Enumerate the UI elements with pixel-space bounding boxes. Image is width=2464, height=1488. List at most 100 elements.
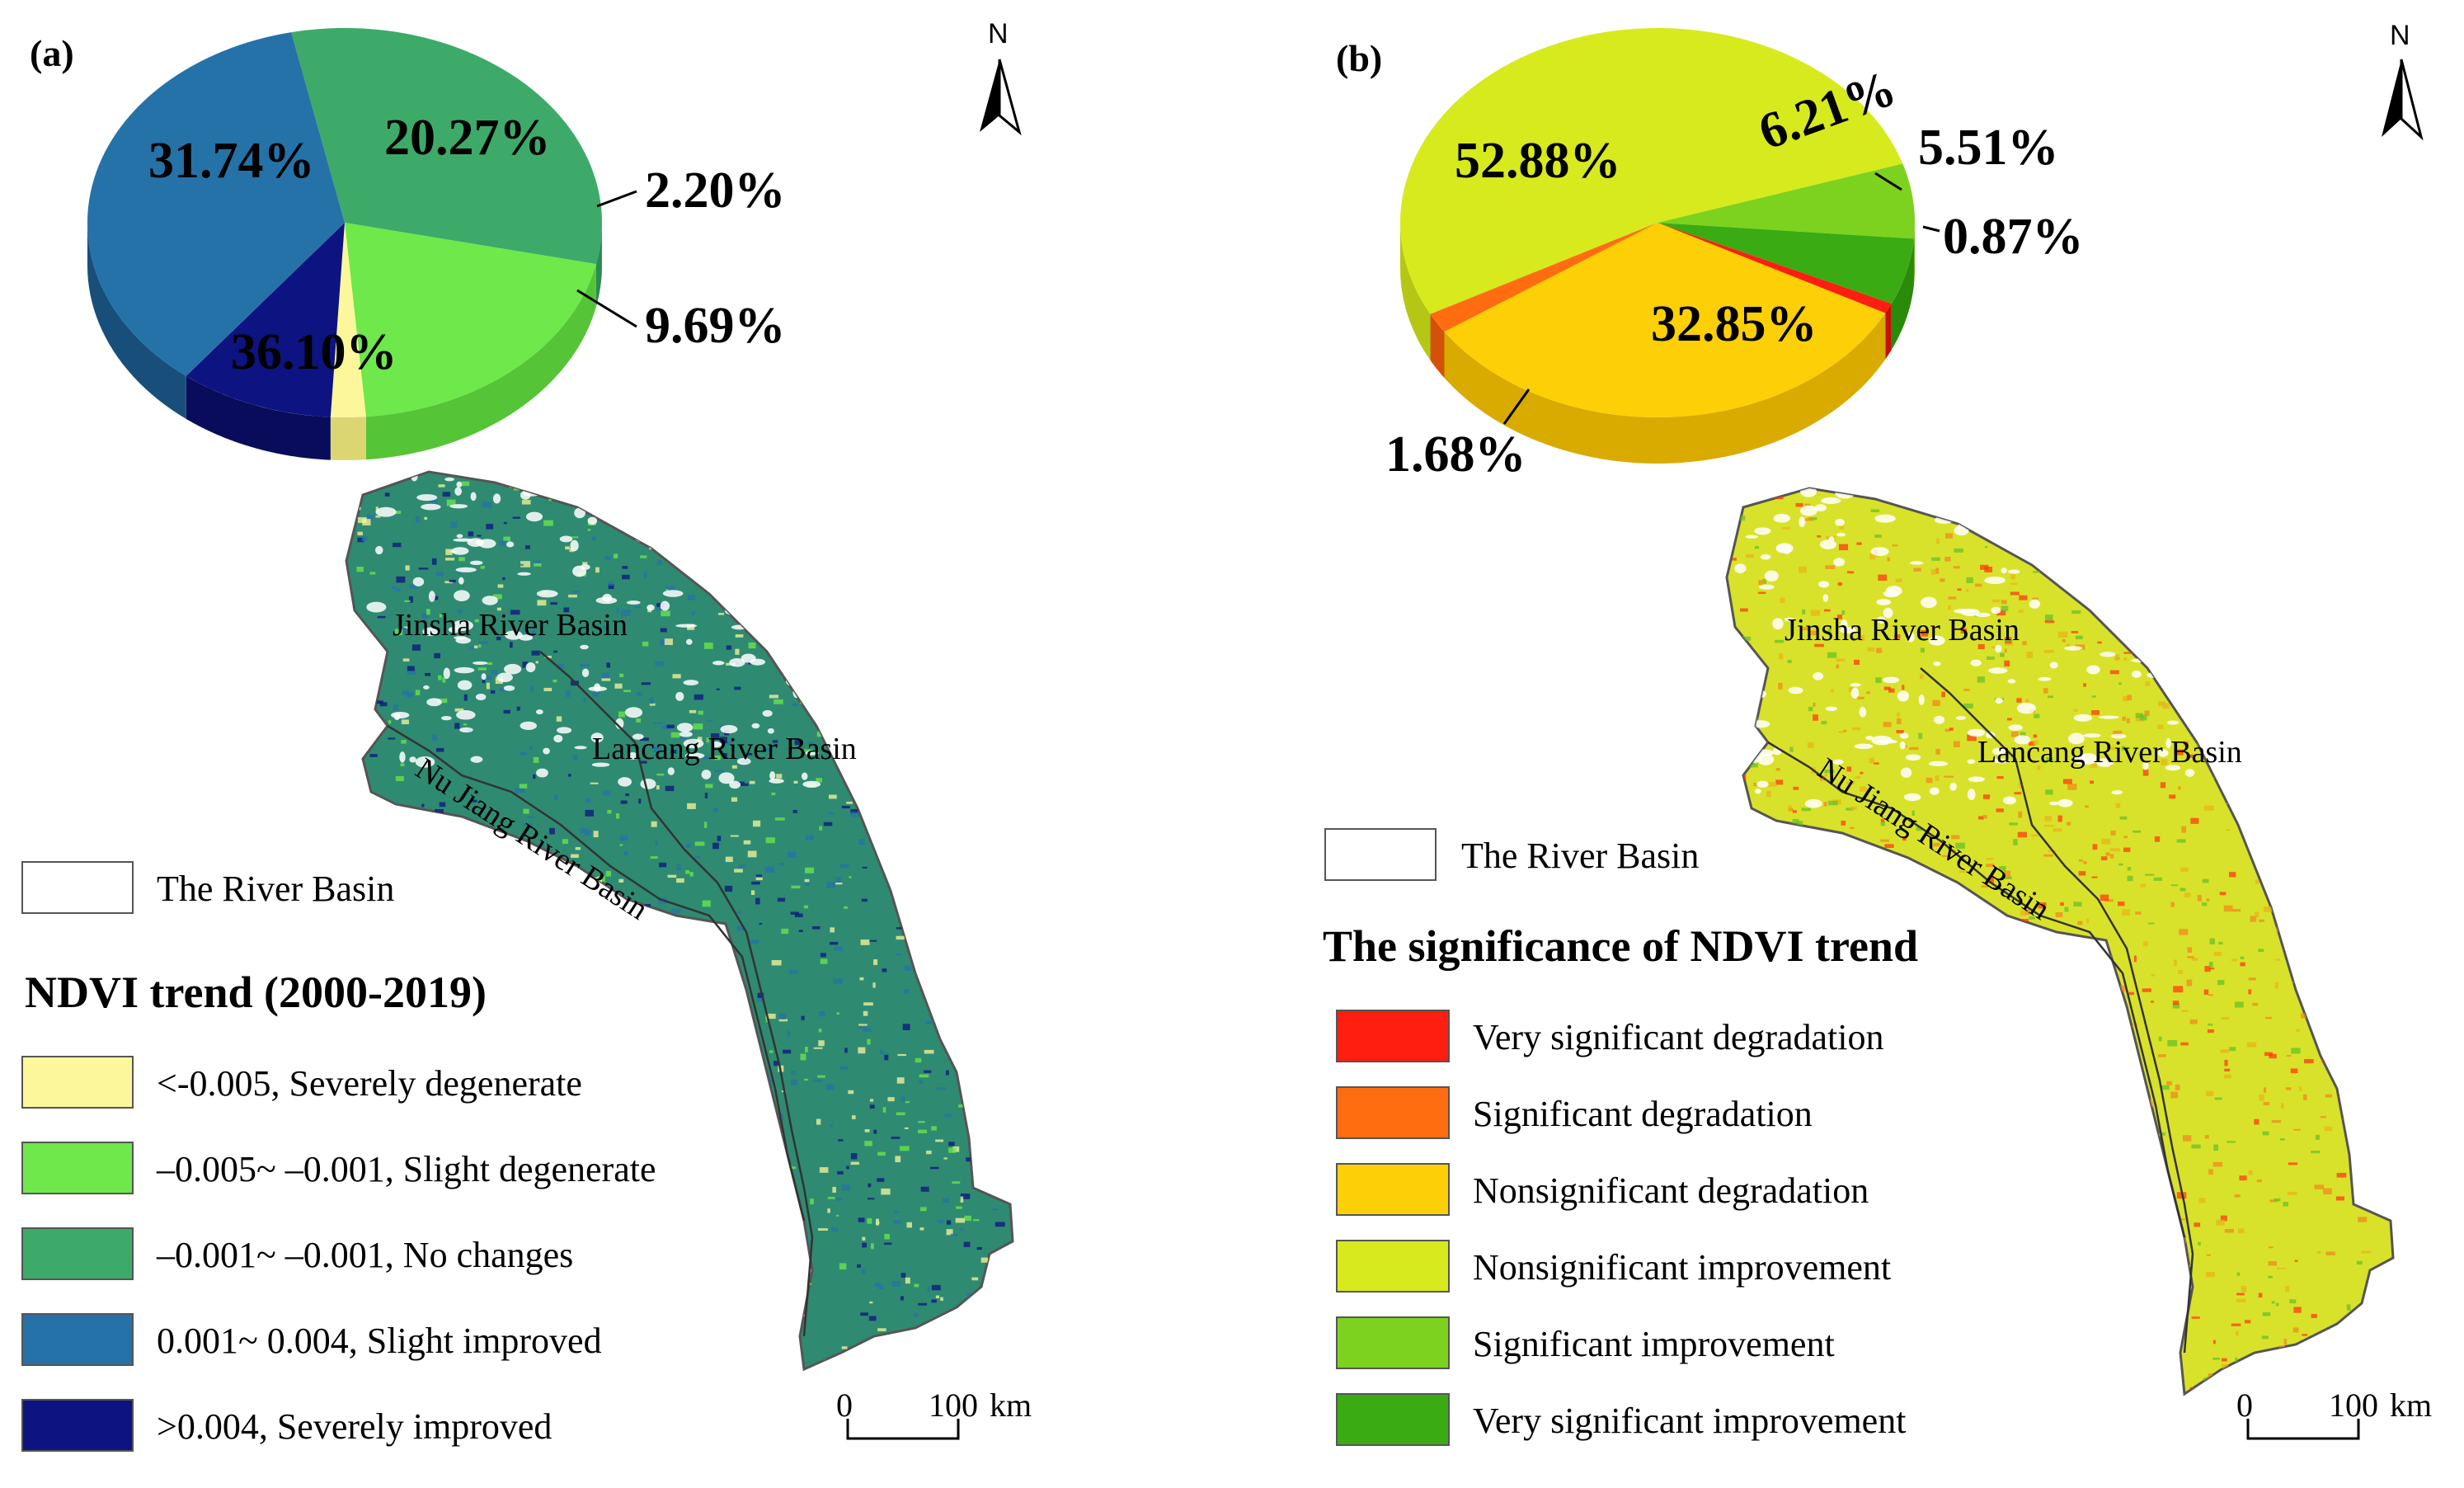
map-pixel <box>2174 959 2177 967</box>
map-pixel <box>754 1137 761 1142</box>
map-pixel <box>1003 1086 1007 1091</box>
map-pixel <box>477 534 482 537</box>
map-pixel <box>503 536 510 542</box>
map-pixel <box>2154 655 2159 662</box>
map-pixel <box>805 835 814 841</box>
map-pixel <box>2358 1175 2365 1179</box>
map-pixel <box>508 1058 515 1061</box>
map-pixel <box>2223 561 2227 567</box>
map-pixel <box>1939 972 1948 977</box>
map-pixel <box>2206 709 2214 716</box>
map-pixel <box>364 808 372 811</box>
map-nodata <box>751 723 760 729</box>
map-pixel <box>653 528 659 533</box>
map-pixel <box>905 569 915 573</box>
map-pixel <box>2213 1144 2219 1151</box>
map-pixel <box>694 855 701 859</box>
map-pixel <box>1811 1304 1819 1309</box>
map-pixel <box>983 629 993 633</box>
map-pixel <box>1976 1079 1982 1084</box>
map-pixel <box>2259 1094 2264 1101</box>
map-nodata <box>805 526 817 538</box>
map-pixel <box>2176 839 2186 843</box>
map-nodata <box>1759 584 1775 590</box>
map-pixel <box>932 541 937 548</box>
map-pixel <box>659 492 669 496</box>
map-pixel <box>2355 744 2365 749</box>
map-pixel <box>2265 1016 2273 1019</box>
map-pixel <box>2292 1327 2299 1333</box>
map-pixel <box>1892 891 1897 896</box>
map-pixel <box>804 878 810 883</box>
map-pixel <box>2307 533 2317 536</box>
map-pixel <box>869 1099 874 1102</box>
map-nodata <box>1743 676 1761 685</box>
map-pixel <box>2203 989 2209 996</box>
map-pixel <box>2313 685 2323 690</box>
map-pixel <box>2285 930 2288 933</box>
map-pixel <box>636 718 642 723</box>
map-pixel <box>618 1072 621 1080</box>
map-pixel <box>2303 881 2313 887</box>
map-pixel <box>900 1096 905 1102</box>
map-pixel <box>388 737 396 740</box>
map-pixel <box>2044 620 2055 624</box>
map-pixel <box>1911 1344 1917 1348</box>
map-pixel <box>367 853 372 855</box>
scale-end: 100 <box>929 1387 978 1424</box>
map-pixel <box>530 879 538 884</box>
map-pixel <box>1808 905 1812 908</box>
map-pixel <box>936 719 942 726</box>
map-pixel <box>2311 1151 2321 1154</box>
map-pixel <box>473 645 478 649</box>
map-nodata <box>536 768 548 778</box>
map-pixel <box>1944 728 1950 732</box>
map-pixel <box>919 1080 923 1085</box>
map-pixel <box>895 1156 901 1163</box>
map-pixel <box>2054 1321 2062 1326</box>
map-pixel <box>1766 989 1770 994</box>
map-pixel <box>2268 1275 2274 1278</box>
map-pixel <box>1737 708 1742 711</box>
map-pixel <box>1990 877 1995 884</box>
map-pixel <box>623 1016 634 1023</box>
map-pixel <box>1853 659 1860 665</box>
map-pixel <box>2155 625 2160 632</box>
map-pixel <box>793 780 798 784</box>
map-pixel <box>2359 1330 2368 1333</box>
map-pixel <box>1959 1069 1966 1075</box>
map-pixel <box>380 1198 389 1205</box>
map-nodata <box>2064 646 2083 651</box>
map-pixel <box>958 537 965 541</box>
map-pixel <box>618 1061 626 1066</box>
map-pixel <box>572 590 581 594</box>
map-pixel <box>1906 1042 1910 1048</box>
map-pixel <box>458 557 465 562</box>
map-pixel <box>2190 622 2194 626</box>
map-nodata <box>634 531 655 543</box>
map-pixel <box>2363 789 2368 793</box>
map-pixel <box>857 1264 861 1268</box>
map-pixel <box>2278 690 2281 695</box>
map-pixel <box>1934 977 1938 982</box>
map-nodata <box>519 634 534 641</box>
map-pixel <box>1931 557 1940 561</box>
map-pixel <box>1732 558 1737 561</box>
map-pixel <box>614 1076 618 1084</box>
map-pixel <box>743 478 748 483</box>
map-pixel <box>553 494 562 497</box>
map-pixel <box>510 1142 515 1146</box>
map-pixel <box>819 626 824 633</box>
legend-swatch <box>21 1142 134 1194</box>
map-pixel <box>798 930 803 933</box>
map-pixel <box>727 1304 731 1307</box>
map-pixel <box>1957 1308 1967 1316</box>
map-pixel <box>2000 652 2005 657</box>
map-nodata <box>1804 798 1822 808</box>
map-pixel <box>2151 1318 2161 1322</box>
map-pixel <box>2006 1088 2017 1093</box>
map-pixel <box>973 1219 980 1222</box>
map-pixel <box>1846 571 1855 574</box>
map-pixel <box>665 1323 671 1329</box>
map-pixel <box>2019 782 2023 789</box>
